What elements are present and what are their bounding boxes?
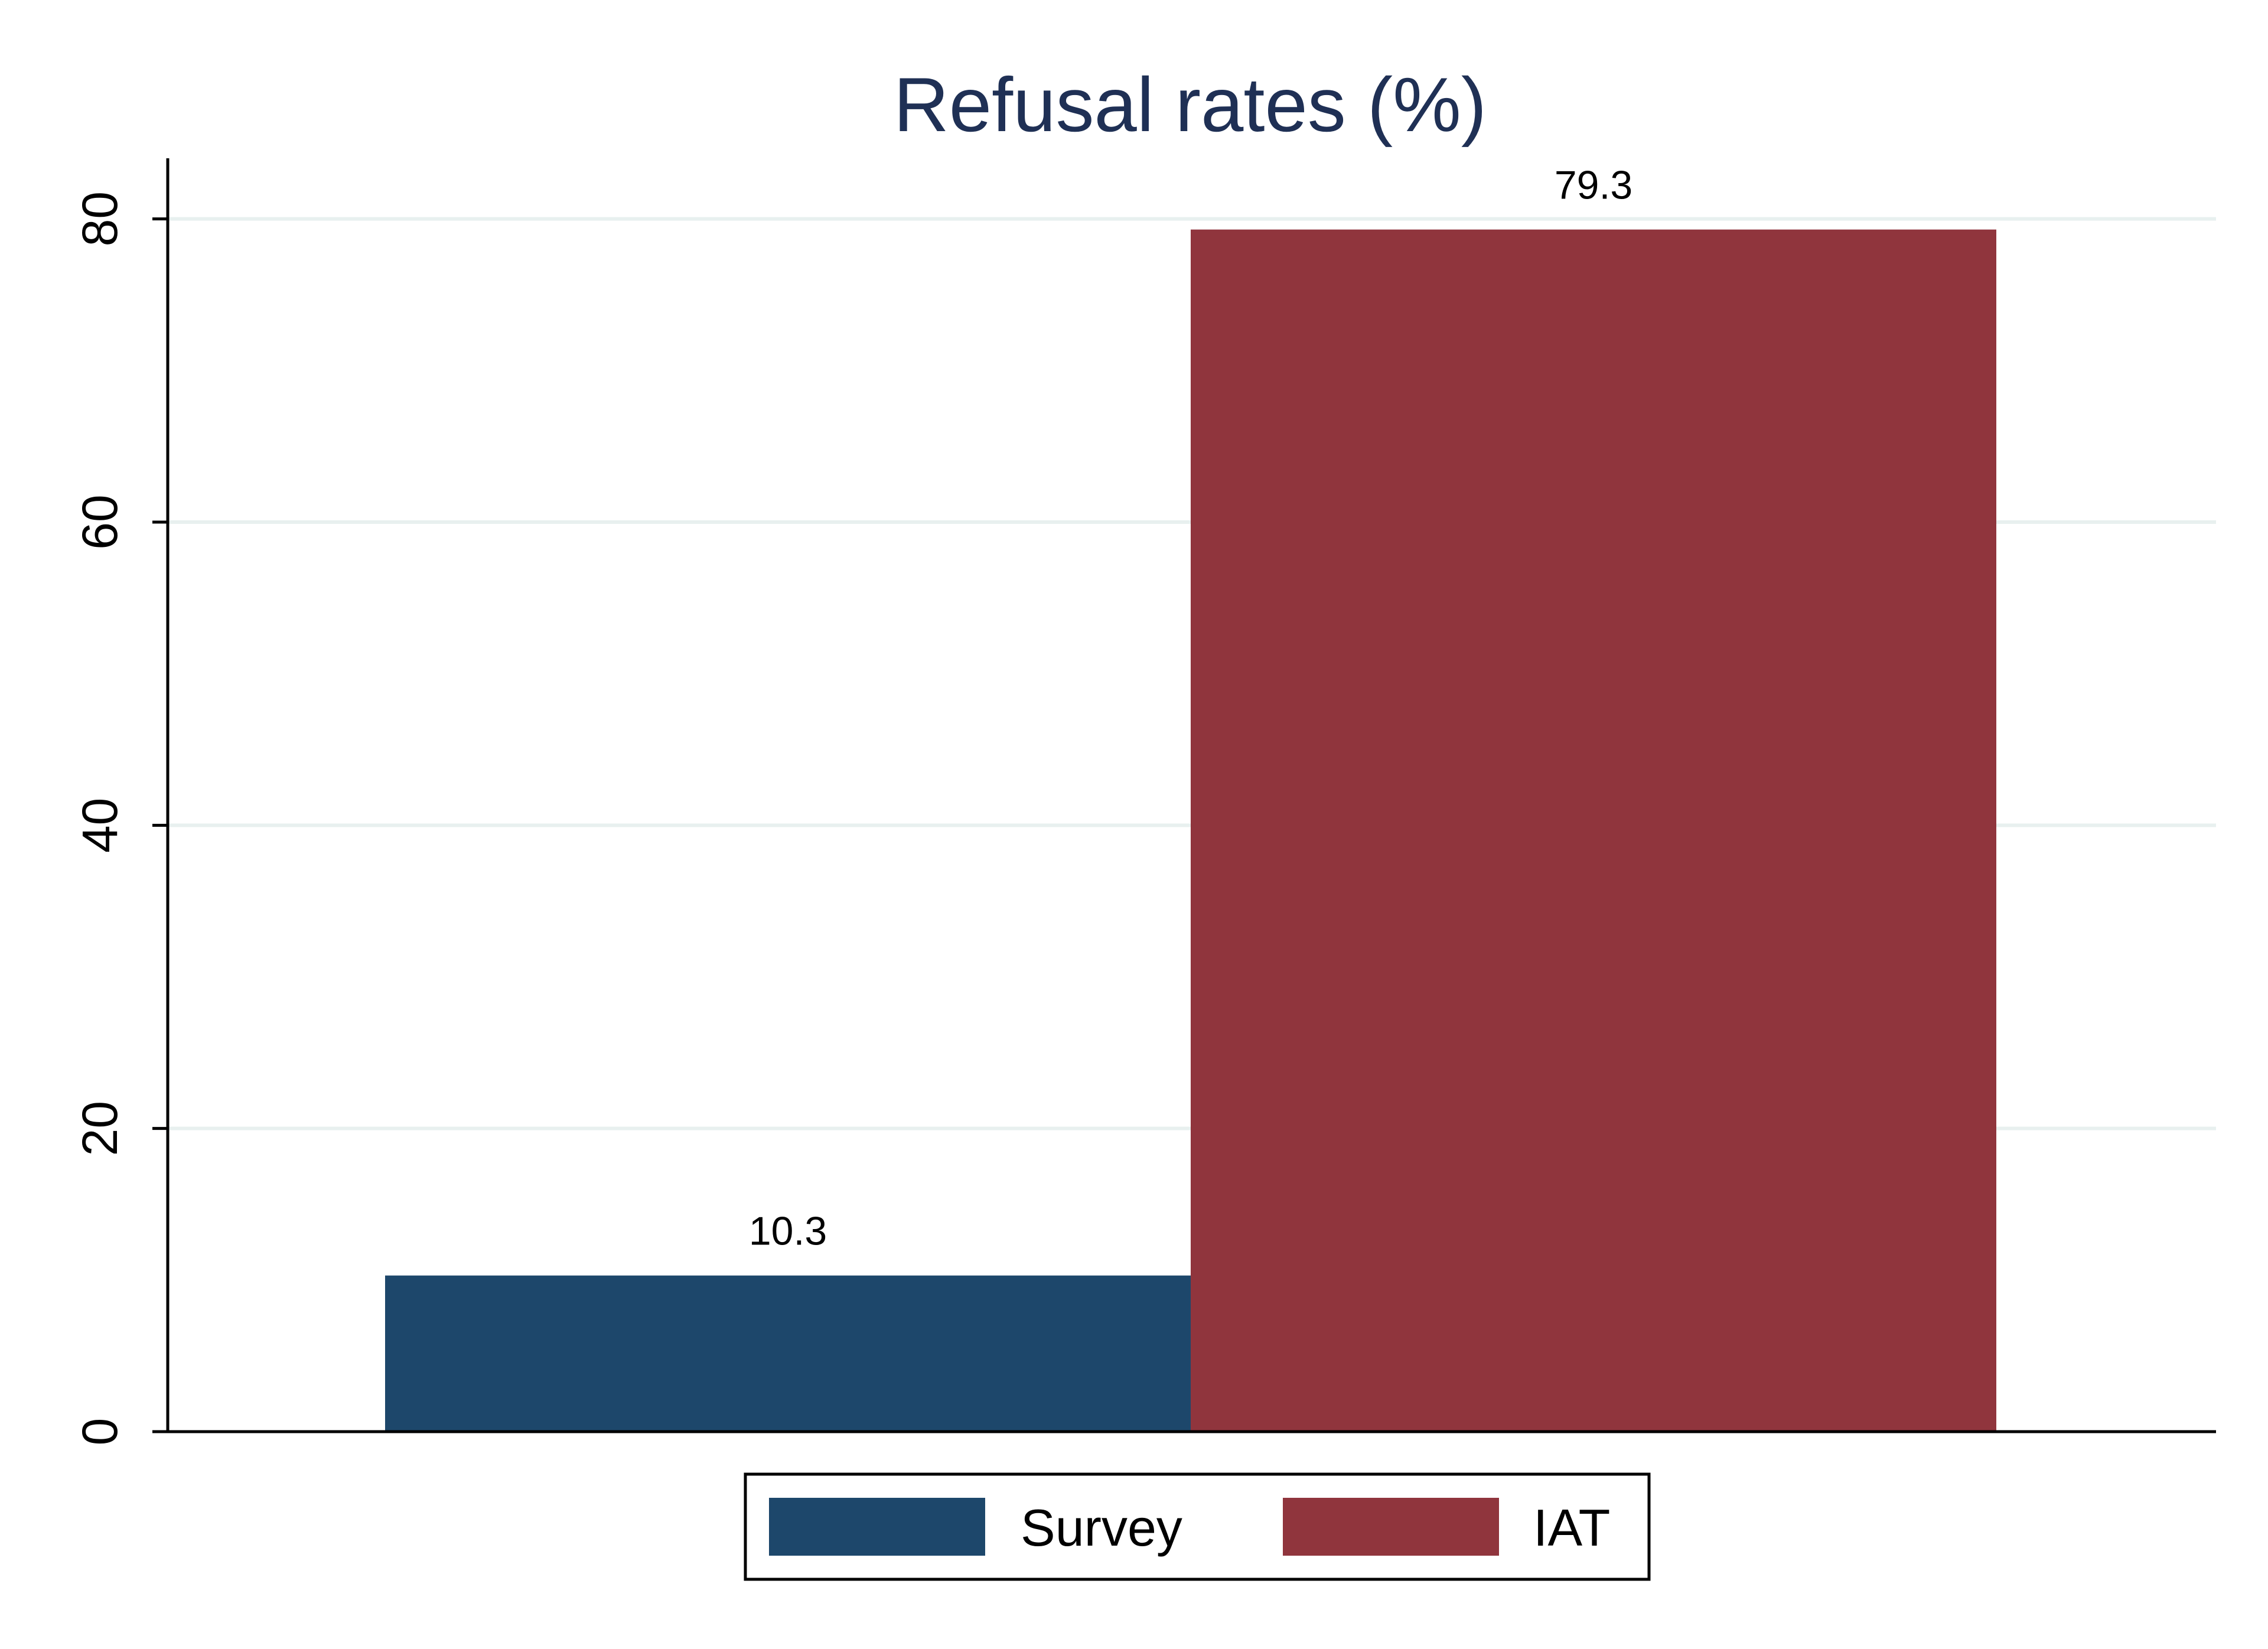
legend: Survey IAT: [744, 1472, 1651, 1581]
legend-swatch-iat: [1283, 1498, 1499, 1556]
bars: [385, 229, 1996, 1432]
legend-label-iat: IAT: [1533, 1498, 1610, 1557]
y-tick-label: 40: [72, 798, 128, 853]
y-tick-label: 60: [72, 494, 128, 549]
y-tick-label: 20: [72, 1101, 128, 1156]
bar-iat: [1191, 229, 1996, 1432]
y-tick-label: 80: [72, 191, 128, 246]
data-label-survey: 10.3: [749, 1209, 827, 1254]
chart-title: Refusal rates (%): [894, 61, 1487, 148]
legend-swatch-survey: [769, 1498, 985, 1556]
legend-label-survey: Survey: [1021, 1498, 1182, 1557]
bar-survey: [385, 1275, 1191, 1432]
axes: 0 20 40 60 80: [72, 158, 2216, 1445]
y-tick-label: 0: [72, 1418, 128, 1446]
data-labels: 10.3 79.3: [749, 163, 1632, 1254]
data-label-iat: 79.3: [1555, 163, 1632, 208]
